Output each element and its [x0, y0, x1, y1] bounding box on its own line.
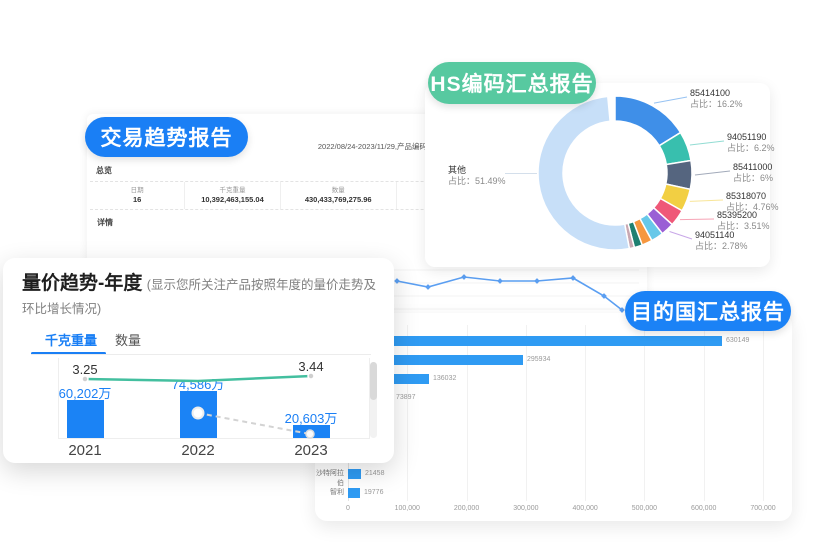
summary-column-header: 日期 [130, 187, 144, 194]
trade-detail-line-chart [382, 269, 639, 313]
x-gridline [703, 325, 705, 501]
tab-kilogram-weight[interactable]: 千克重量 [45, 333, 98, 348]
destination-bar-value: 73897 [396, 394, 416, 401]
segment-percentage: 占比：16.2% [690, 99, 743, 109]
price-volume-plot-frame [58, 358, 370, 439]
segment-percentage: 占比：2.78% [695, 241, 748, 251]
segment-code: 85411000 [733, 162, 773, 172]
segment-code: 85414100 [690, 88, 731, 98]
destination-bar-value: 136032 [433, 375, 457, 382]
trade-trend-pill[interactable]: 交易趋势报告 [85, 117, 248, 157]
price-volume-trend-card: 量价趋势-年度 (显示您所关注产品按照年度的量价走势及环比增长情况) 千克重量 … [3, 258, 394, 463]
segment-percentage: 占比：6% [733, 173, 774, 183]
x-gridline [644, 325, 646, 501]
segment-code: 其他 [448, 165, 467, 175]
destination-bar-value: 295934 [527, 356, 551, 363]
donut-segment-label: 94051190 占比：6.2% [727, 132, 775, 154]
x-gridline [466, 325, 468, 501]
pv-x-axis-label: 2023 [294, 442, 328, 459]
segment-percentage: 占比：3.51% [717, 221, 770, 231]
hs-code-summary-card: 85414100 占比：16.2% 94051190 占比：6.2% 85411000 占… [425, 83, 779, 267]
summary-column: 千克重量 10,392,463,155.04 [184, 182, 279, 209]
segment-code: 94051190 [727, 132, 767, 142]
scrollbar-thumb[interactable] [370, 362, 377, 400]
x-gridline [525, 325, 527, 501]
x-tick-label: 500,000 [631, 505, 658, 512]
destination-bar [348, 355, 523, 365]
pv-bar-value-label: 60,202万 [58, 386, 112, 401]
segment-code: 85395200 [717, 210, 758, 220]
tab-quantity[interactable]: 数量 [115, 333, 142, 348]
x-gridline [407, 325, 409, 501]
pv-line-last-label: 3.44 [298, 359, 324, 374]
trade-detail-label: 详情 [97, 218, 113, 227]
summary-column: 数量 430,433,769,275.96 [279, 182, 396, 209]
summary-column-value: 16 [132, 195, 142, 204]
destination-bar [348, 469, 361, 479]
x-tick-label: 300,000 [513, 505, 539, 512]
donut-segment-label: 85318070 占比：4.76% [726, 191, 779, 213]
segment-code: 85318070 [726, 191, 767, 201]
x-tick-label: 700,000 [750, 505, 776, 512]
destination-bar-value: 21458 [365, 470, 385, 477]
segment-percentage: 占比：4.76% [726, 202, 779, 212]
price-volume-title: 量价趋势-年度 [22, 273, 143, 294]
pv-bar-value-label: 20,603万 [284, 411, 338, 426]
pv-bar-2021 [66, 400, 104, 438]
price-volume-subtitle: (显示您所关注产品按照年度的量价走势及环比增长情况) [22, 278, 376, 316]
destination-bar-category: 沙特阿拉伯 [316, 470, 344, 487]
donut-segment-label: 94051140 占比：2.78% [695, 230, 748, 252]
destination-bar-value: 19776 [364, 489, 384, 496]
trade-date-range: 2022/08/24-2023/11/29,产品编码 [317, 142, 427, 151]
destination-bar [348, 336, 722, 346]
donut-segment-label: 85411000 占比：6% [733, 162, 773, 184]
segment-percentage: 占比：51.49% [448, 176, 506, 186]
summary-column-value: 10,392,463,155.04 [201, 195, 264, 204]
x-tick-label: 400,000 [572, 505, 598, 512]
pv-x-axis-label: 2021 [68, 442, 102, 459]
summary-column: 日期 16 [90, 182, 184, 209]
card-scrollbar[interactable] [370, 362, 377, 438]
active-tab-underline [31, 352, 106, 355]
destination-bar [348, 488, 360, 498]
segment-code: 94051140 [695, 230, 735, 240]
summary-column-value: 430,433,769,275.96 [304, 195, 372, 204]
pv-line-first-label: 3.25 [72, 362, 98, 377]
destination-summary-card: 0 100,000 200,000 300,000 400,000 500,000 600,… [315, 313, 792, 521]
destination-bar-category: 智利 [330, 489, 344, 496]
pv-x-axis-label: 2022 [181, 442, 215, 459]
destination-bar-value: 630149 [726, 337, 750, 344]
price-volume-heading: 量价趋势-年度 (显示您所关注产品按照年度的量价走势及环比增长情况) [22, 272, 380, 321]
hs-donut-chart [505, 95, 731, 251]
x-tick-label: 100,000 [394, 505, 420, 512]
x-gridline [763, 325, 764, 501]
segment-percentage: 占比：6.2% [727, 143, 775, 153]
destination-summary-pill[interactable]: 目的国汇总报告 [625, 291, 791, 331]
summary-column-header: 数量 [331, 187, 345, 194]
price-volume-lines [81, 372, 315, 439]
donut-other-label: 其他 占比：51.49% [448, 165, 506, 187]
tabs-divider [31, 354, 371, 355]
donut-segment-label: 85395200 占比：3.51% [717, 210, 770, 232]
x-tick-label: 600,000 [691, 505, 717, 512]
donut-segment-label: 85414100 占比：16.2% [690, 88, 743, 110]
x-gridline [585, 325, 587, 501]
trade-overview-label: 总览 [96, 166, 112, 175]
x-tick-label: 0 [346, 505, 350, 512]
summary-column-header: 千克重量 [219, 187, 246, 194]
x-tick-label: 200,000 [453, 505, 480, 512]
hs-code-summary-pill[interactable]: HS编码汇总报告 [428, 62, 596, 104]
